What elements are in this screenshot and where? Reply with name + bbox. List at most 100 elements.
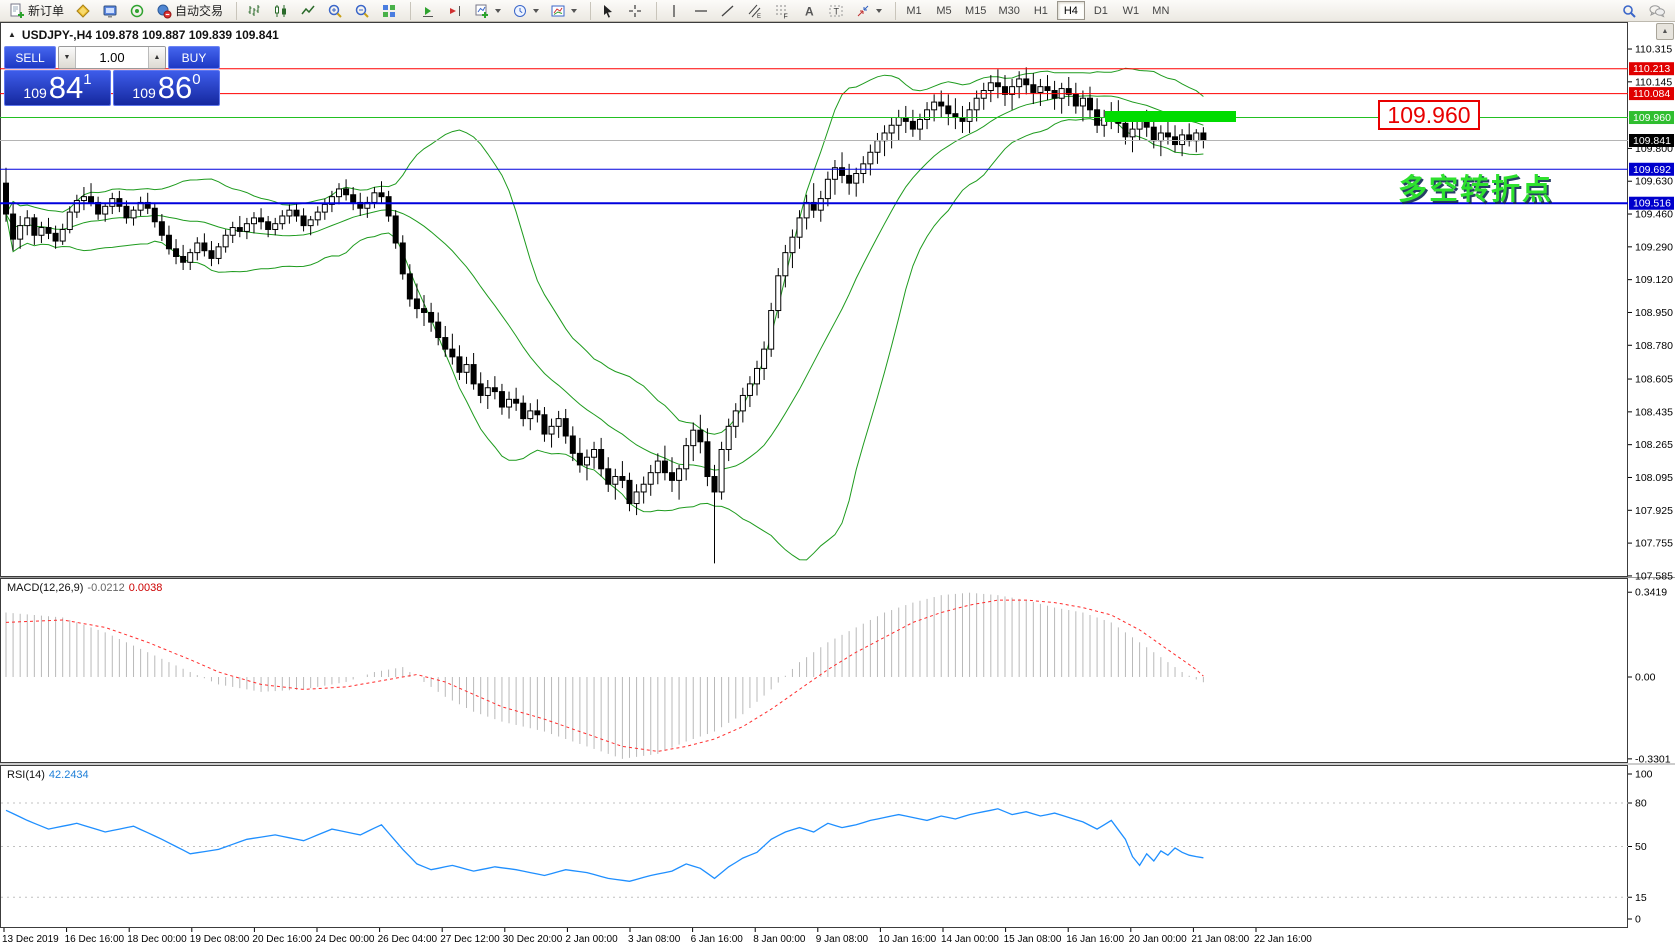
vline-button[interactable]: [661, 1, 687, 21]
buy-price-display[interactable]: 109 86 0: [113, 70, 220, 106]
tf-button-h4[interactable]: H4: [1056, 1, 1085, 20]
svg-text:15: 15: [1635, 892, 1647, 904]
svg-text:80: 80: [1635, 798, 1647, 810]
arrows-dropdown[interactable]: [850, 1, 887, 21]
svg-text:24 Dec 00:00: 24 Dec 00:00: [315, 934, 375, 945]
trendline-button[interactable]: [715, 1, 741, 21]
new-chart-dropdown[interactable]: [469, 1, 506, 21]
chart-shift-button[interactable]: [442, 1, 468, 21]
cursor-button[interactable]: [595, 1, 621, 21]
collapse-panel-icon[interactable]: ▲: [8, 30, 16, 39]
svg-text:18 Dec 00:00: 18 Dec 00:00: [127, 934, 187, 945]
svg-text:109.692: 109.692: [1633, 164, 1671, 176]
signals-icon: [130, 4, 144, 17]
hline-button[interactable]: [688, 1, 714, 21]
scrollbar-up-button[interactable]: ▲: [1656, 23, 1674, 40]
bollinger-bands: [5, 67, 1204, 561]
toolbar-separator: [404, 1, 412, 20]
templates-dropdown[interactable]: [545, 1, 582, 21]
navigator-button[interactable]: [97, 1, 123, 21]
volume-spinner: ▼ 1.00 ▲: [58, 46, 166, 69]
volume-increase-button[interactable]: ▲: [148, 47, 165, 68]
svg-text:108.605: 108.605: [1635, 374, 1673, 386]
navigator-icon: [103, 5, 117, 17]
tf-button-m1[interactable]: M1: [900, 1, 928, 20]
fibonacci-button[interactable]: F: [769, 1, 795, 21]
sell-price-display[interactable]: 109 84 1: [4, 70, 111, 106]
clock-icon: [514, 4, 527, 17]
candlestick-icon: [275, 4, 287, 17]
dropdown-caret-icon: [533, 8, 540, 13]
rsi-value: 42.2434: [48, 769, 89, 781]
svg-text:16 Dec 16:00: 16 Dec 16:00: [65, 934, 125, 945]
svg-text:10 Jan 16:00: 10 Jan 16:00: [878, 934, 936, 945]
periods-clock-dropdown[interactable]: [507, 1, 544, 21]
sell-button[interactable]: SELL: [4, 46, 56, 69]
price-callout-box[interactable]: 109.960: [1378, 100, 1480, 130]
svg-text:109.630: 109.630: [1635, 176, 1673, 188]
trendline-icon: [721, 5, 734, 16]
volume-input[interactable]: 1.00: [99, 50, 125, 65]
signals-button[interactable]: [124, 1, 150, 21]
zoom-out-button[interactable]: [349, 1, 375, 21]
svg-text:26 Dec 04:00: 26 Dec 04:00: [378, 934, 438, 945]
cn-annotation-text[interactable]: 多空转折点: [1398, 174, 1554, 206]
autotrading-icon: [157, 4, 172, 18]
volume-decrease-button[interactable]: ▼: [59, 47, 76, 68]
tf-button-mn[interactable]: MN: [1147, 1, 1175, 20]
svg-text:30 Dec 20:00: 30 Dec 20:00: [503, 934, 563, 945]
autotrading-button[interactable]: 自动交易: [151, 1, 228, 21]
tf-button-m30[interactable]: M30: [993, 1, 1024, 20]
chart-line-button[interactable]: [295, 1, 321, 21]
tf-button-h1[interactable]: H1: [1027, 1, 1055, 20]
svg-text:109.120: 109.120: [1635, 274, 1673, 286]
text-button[interactable]: A: [796, 1, 822, 21]
dropdown-caret-icon: [571, 8, 578, 13]
sell-price-prefix: 109: [23, 85, 47, 101]
toolbar-separator: [584, 1, 592, 20]
vertical-line-icon: [673, 4, 675, 17]
search-button[interactable]: [1616, 1, 1642, 21]
tf-button-m5[interactable]: M5: [930, 1, 958, 20]
new-order-button[interactable]: 新订单: [4, 1, 69, 21]
chart-title-bar: ▲ USDJPY-,H4 109.878 109.887 109.839 109…: [8, 28, 279, 42]
highlight-bar[interactable]: [1105, 111, 1236, 122]
svg-text:108.095: 108.095: [1635, 472, 1673, 484]
buy-price-pip: 0: [192, 71, 201, 88]
tf-button-d1[interactable]: D1: [1087, 1, 1115, 20]
price-badge-110.084: [1629, 87, 1674, 101]
macd-label: MACD(12,26,9) -0.0212 0.0038: [7, 582, 162, 594]
svg-text:13 Dec 2019: 13 Dec 2019: [2, 934, 59, 945]
auto-scroll-button[interactable]: [415, 1, 441, 21]
svg-text:2 Jan 00:00: 2 Jan 00:00: [565, 934, 618, 945]
tf-button-m15[interactable]: M15: [960, 1, 991, 20]
dropdown-caret-icon: [876, 8, 883, 13]
crosshair-button[interactable]: [622, 1, 648, 21]
tile-windows-button[interactable]: [376, 1, 402, 21]
chart-bars-button[interactable]: [241, 1, 267, 21]
buy-price-main: 86: [157, 70, 193, 105]
zoom-in-button[interactable]: [322, 1, 348, 21]
tf-button-w1[interactable]: W1: [1117, 1, 1145, 20]
svg-text:100: 100: [1635, 769, 1653, 781]
svg-text:20 Jan 00:00: 20 Jan 00:00: [1129, 934, 1187, 945]
svg-text:6 Jan 16:00: 6 Jan 16:00: [691, 934, 744, 945]
new-order-label: 新订单: [28, 4, 65, 18]
bollinger-lower: [5, 118, 1204, 561]
svg-text:-0.3301: -0.3301: [1635, 753, 1671, 765]
market-watch-button[interactable]: [70, 1, 96, 21]
chart-candles-button[interactable]: [268, 1, 294, 21]
svg-text:109.960: 109.960: [1633, 112, 1671, 124]
text-label-icon: T: [829, 5, 843, 16]
crosshair-icon: [629, 4, 642, 17]
chat-button[interactable]: [1643, 1, 1671, 21]
new-chart-icon: [475, 4, 489, 18]
channel-button[interactable]: E: [742, 1, 768, 21]
toolbar: 新订单 自动交易: [0, 0, 1675, 22]
new-order-icon: [10, 3, 24, 18]
sell-price-main: 84: [48, 70, 84, 105]
svg-text:108.265: 108.265: [1635, 439, 1673, 451]
buy-button[interactable]: BUY: [168, 46, 220, 69]
label-button[interactable]: T: [823, 1, 849, 21]
